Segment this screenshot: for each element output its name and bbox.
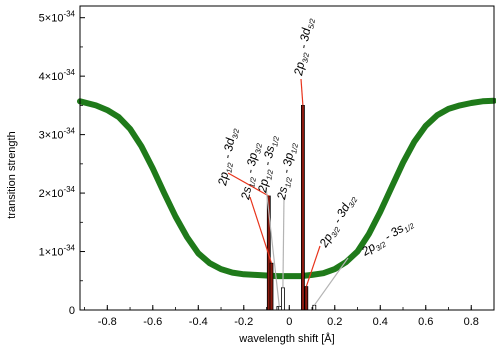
transition-bar	[300, 105, 305, 311]
transition-label: 2p1/2 - 3s1/2	[255, 134, 281, 195]
transition-label: 2s1/2 - 3p1/2	[274, 141, 300, 202]
x-tick-label: -0.6	[143, 316, 162, 328]
x-axis: -0.8 -0.6 -0.4 -0.2 0 0.2 0.4 0.6 0.8	[84, 305, 495, 328]
y-axis: 0 1×10-34 2×10-34 3×10-34 4×10-34 5×10-34	[39, 10, 85, 317]
y-tick-label: 0	[69, 305, 75, 317]
x-tick-label: 0.4	[373, 316, 388, 328]
transition-label: 2p3/2 - 3d3/2	[316, 191, 360, 251]
x-tick-label: -0.4	[189, 316, 208, 328]
transition-bar	[269, 262, 274, 311]
x-tick-label: 0.6	[418, 316, 433, 328]
leader-lines-layer	[227, 78, 349, 307]
transition-bar	[304, 286, 309, 311]
y-tick-label: 1×10-34	[39, 244, 76, 259]
y-tick-label: 4×10-34	[39, 68, 76, 83]
annotation-leader-line	[227, 172, 270, 197]
x-tick-label: 0.8	[464, 316, 479, 328]
y-tick-label: 5×10-34	[39, 10, 76, 25]
y-tick-label: 3×10-34	[39, 127, 76, 142]
annotation-leader-line	[265, 186, 280, 307]
annotation-leader-line	[305, 245, 321, 287]
y-axis-title: transition strength	[6, 131, 18, 218]
annotation-leader-line	[300, 78, 304, 106]
transition-label: 2s1/2 - 3p3/2	[238, 141, 264, 202]
transition-bar	[312, 304, 317, 311]
annotation-leader-line	[282, 196, 285, 288]
annotation-leader-line	[313, 257, 349, 306]
envelope-curve	[77, 97, 496, 280]
x-tick-label: 0.2	[327, 316, 342, 328]
plot-frame	[79, 5, 495, 311]
transition-label: 2p1/2 - 3d3/2	[215, 126, 241, 188]
transition-label: 2p3/2 - 3s1/2	[358, 215, 417, 261]
x-tick-label: -0.2	[234, 316, 253, 328]
x-tick-label: 0	[286, 316, 292, 328]
x-axis-title: wavelength shift [Å]	[238, 332, 334, 345]
x-tick-label: -0.8	[98, 316, 117, 328]
envelope-layer	[77, 97, 496, 280]
y-tick-label: 2×10-34	[39, 185, 76, 200]
transition-bar	[280, 287, 285, 311]
annotation-leader-line	[249, 196, 273, 264]
transition-label: 2p3/2 - 3d5/2	[291, 16, 317, 78]
axes-frame	[79, 5, 495, 311]
